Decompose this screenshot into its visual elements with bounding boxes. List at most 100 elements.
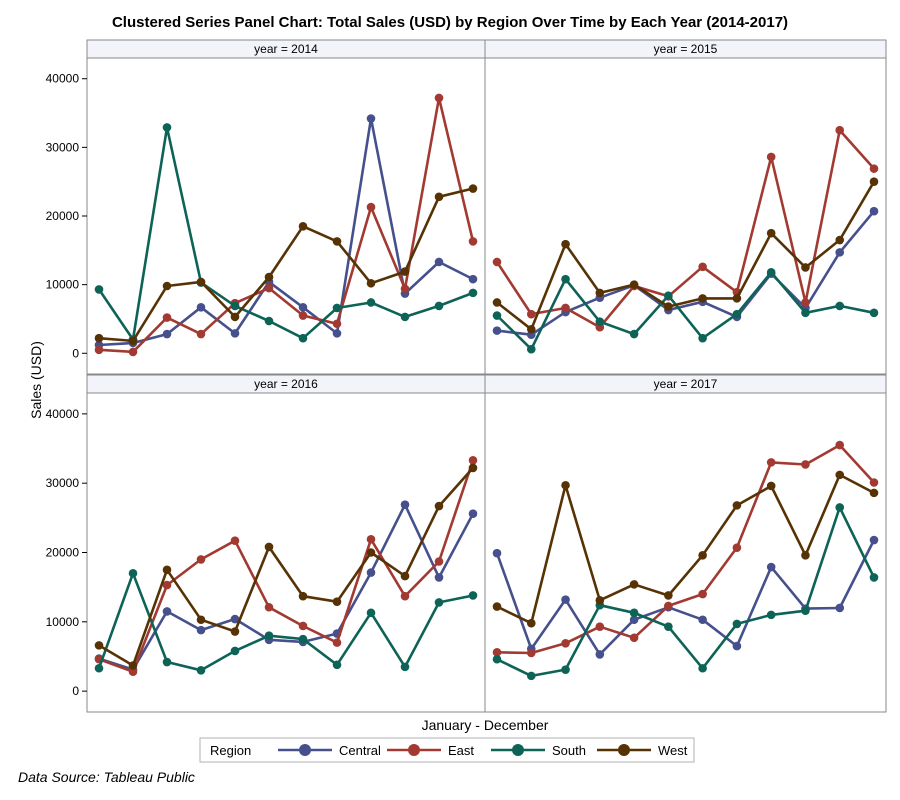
data-point-west [595,288,605,298]
data-point-east [526,309,536,319]
data-point-south [561,274,570,284]
data-point-east [264,283,274,293]
data-point-central [196,625,206,635]
data-point-central [492,326,502,335]
data-point-east [264,602,274,612]
data-point-central [230,614,240,624]
data-point-south [801,606,810,616]
data-point-west [561,239,570,249]
panel-3: year = 2016 0 10000 20000 30000 40000 [46,374,486,713]
data-point-south [434,301,444,311]
data-point-east [561,639,570,648]
data-point-central [230,329,240,338]
series-line-west [98,467,474,667]
data-point-west [196,277,206,287]
x-axis-title: January - December [422,717,549,733]
data-point-south [196,666,206,675]
data-point-south [94,663,104,673]
data-point-south [526,671,536,681]
data-point-central [366,114,376,123]
series-line-central [98,503,475,671]
data-point-west [94,333,104,343]
y-tick-label: 40000 [46,407,80,421]
data-point-east [468,456,478,465]
data-point-west [526,618,536,628]
data-point-west [94,641,104,650]
data-point-central [434,573,444,582]
data-point-central [162,607,172,616]
data-point-east [162,313,172,322]
data-point-west [835,470,845,480]
data-point-south [230,301,240,311]
data-point-west [732,501,742,510]
data-point-west [766,228,776,238]
series-line-east [495,128,875,329]
data-point-west [264,542,274,552]
data-point-east [332,638,342,647]
data-point-west [196,615,206,625]
data-point-east [230,536,240,546]
data-point-west [400,267,410,276]
panel-4: year = 2017 [484,374,887,713]
data-point-west [698,550,707,560]
chart-title: Clustered Series Panel Chart: Total Sale… [112,14,788,31]
panel-frame [484,392,887,713]
series-line-central [495,539,876,656]
data-point-east [196,555,206,564]
data-point-east [526,648,536,658]
data-point-central [196,302,206,312]
data-point-east [400,591,410,601]
data-point-west [230,627,240,636]
data-point-east [434,93,444,103]
data-point-west [835,235,845,245]
panel-2: year = 2015 [484,39,887,375]
data-point-east [766,152,776,162]
legend-label-west: West [658,743,688,758]
data-point-south [869,308,879,318]
data-point-east [869,164,879,173]
data-point-south [298,634,308,644]
data-point-west [298,591,308,601]
data-point-west [869,177,879,186]
data-point-east [698,589,707,599]
data-point-central [400,500,410,509]
data-point-central [766,562,776,572]
panel-strip-label: year = 2017 [654,377,718,391]
data-point-east [332,319,342,329]
data-point-west [869,488,879,498]
data-point-central [561,595,570,604]
legend-label-east: East [448,743,474,758]
data-point-west [698,294,707,303]
data-point-west [434,501,444,511]
data-point-south [835,503,845,512]
data-point-east [196,329,206,339]
data-point-west [468,184,478,193]
data-point-west [162,565,172,575]
data-point-west [230,312,240,322]
data-point-west [664,302,673,311]
data-point-central [869,206,879,216]
data-point-central [869,535,879,545]
data-point-south [332,303,342,313]
data-point-south [332,660,342,670]
legend-swatch-marker-central [299,744,311,756]
legend-title: Region [210,743,251,758]
data-point-west [492,298,502,307]
data-point-east [94,345,104,355]
data-point-south [230,646,240,656]
data-point-east [162,580,172,590]
data-point-west [366,548,376,557]
data-point-south [629,329,639,339]
data-point-south [698,663,707,673]
data-point-south [595,317,605,327]
data-point-south [835,301,845,311]
data-point-south [366,608,376,618]
data-point-south [492,311,502,320]
data-point-central [835,603,845,613]
data-point-south [298,333,308,343]
panel-strip-label: year = 2015 [654,42,718,56]
legend-label-central: Central [339,743,381,758]
data-point-east [400,284,410,294]
data-point-east [128,667,138,677]
